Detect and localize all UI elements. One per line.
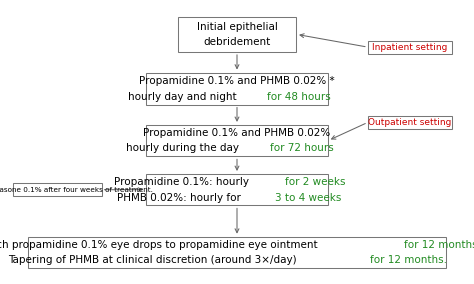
Text: Dexamethasone 0.1% after four weeks of treatment.: Dexamethasone 0.1% after four weeks of t… xyxy=(0,187,153,193)
Text: Propamidine 0.1% and PHMB 0.02% *: Propamidine 0.1% and PHMB 0.02% * xyxy=(139,76,335,86)
Text: debridement: debridement xyxy=(203,37,271,47)
Text: for 12 months.: for 12 months. xyxy=(404,240,474,250)
Bar xyxy=(368,116,452,129)
Text: Propamidine 0.1%: hourly: Propamidine 0.1%: hourly xyxy=(114,177,252,187)
Text: for 48 hours: for 48 hours xyxy=(267,92,330,102)
Text: hourly during the day: hourly during the day xyxy=(126,143,242,153)
Text: hourly day and night: hourly day and night xyxy=(128,92,240,102)
Text: for 12 months.: for 12 months. xyxy=(370,255,447,265)
Text: Tapering of PHMB at clinical discretion (around 3×/day): Tapering of PHMB at clinical discretion … xyxy=(9,255,301,265)
Bar xyxy=(178,16,296,52)
Text: Propamidine 0.1% and PHMB 0.02%: Propamidine 0.1% and PHMB 0.02% xyxy=(143,128,331,138)
Bar xyxy=(146,125,328,156)
Text: Switch propamidine 0.1% eye drops to propamidine eye ointment: Switch propamidine 0.1% eye drops to pro… xyxy=(0,240,321,250)
Text: PHMB 0.02%: hourly for: PHMB 0.02%: hourly for xyxy=(117,193,244,202)
Bar xyxy=(146,174,328,205)
Bar xyxy=(27,237,447,268)
Text: Outpatient setting: Outpatient setting xyxy=(368,118,452,127)
Text: for 2 weeks: for 2 weeks xyxy=(285,177,346,187)
Text: for 72 hours: for 72 hours xyxy=(270,143,333,153)
Text: Inpatient setting: Inpatient setting xyxy=(372,43,447,52)
Text: Initial epithelial: Initial epithelial xyxy=(197,22,277,32)
Bar xyxy=(368,41,452,54)
Bar xyxy=(13,183,101,196)
Text: 3 to 4 weeks: 3 to 4 weeks xyxy=(274,193,341,202)
Bar xyxy=(146,73,328,105)
